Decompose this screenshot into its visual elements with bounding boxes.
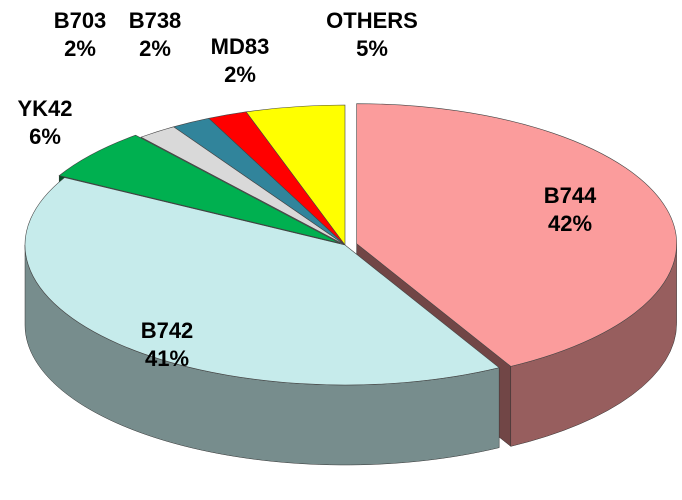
slice-label: YK42 — [17, 96, 72, 121]
slice — [58, 134, 340, 244]
slice — [140, 126, 346, 246]
slice-value-label: 42% — [548, 211, 592, 236]
slice-value-label: 2% — [139, 36, 171, 61]
slice-value-label: 5% — [356, 36, 388, 61]
slice-label: B738 — [129, 8, 182, 33]
slice-label: MD83 — [211, 34, 270, 59]
slice-value-label: 2% — [64, 36, 96, 61]
slice — [24, 177, 500, 386]
slice-label: OTHERS — [326, 8, 418, 33]
slice-label: B703 — [54, 8, 107, 33]
slice — [356, 103, 677, 367]
slice-value-label: 41% — [145, 346, 189, 371]
slice-value-label: 2% — [224, 62, 256, 87]
slice-label: B742 — [141, 318, 194, 343]
slice-value-label: 6% — [29, 124, 61, 149]
slice-label: B744 — [544, 183, 597, 208]
